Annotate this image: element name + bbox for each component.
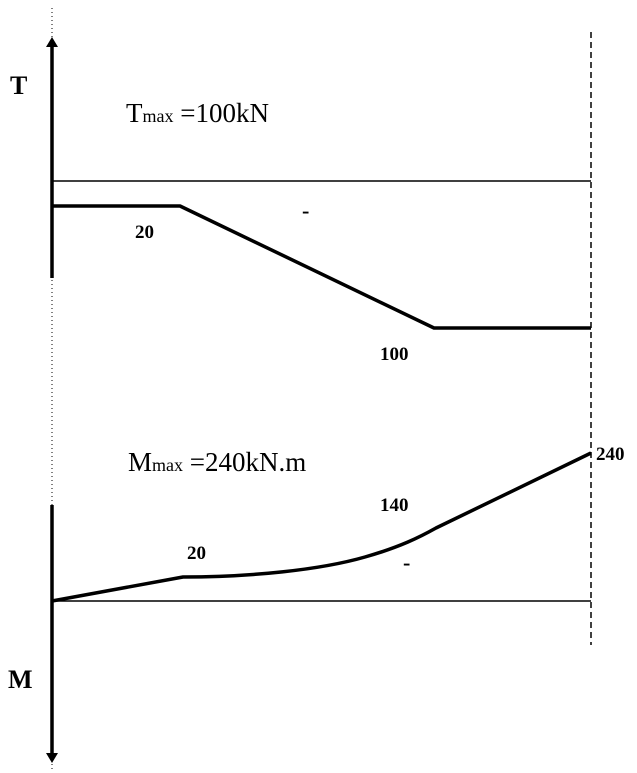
shear-axis-label: T <box>10 71 27 100</box>
moment-label-first: 20 <box>187 543 206 564</box>
moment-max-label: Mmax =240kN.m <box>128 447 306 477</box>
shear-max-subscript: max <box>143 106 174 126</box>
moment-max-subscript: max <box>152 455 183 475</box>
shear-max-symbol: T <box>126 98 143 128</box>
moment-sign: - <box>403 550 410 575</box>
moment-max-symbol: M <box>128 447 152 477</box>
moment-curve <box>51 451 592 603</box>
shear-label-start: 20 <box>135 222 154 243</box>
moment-max-value: =240kN.m <box>183 447 306 477</box>
shear-max-value: =100kN <box>174 98 269 128</box>
shear-sign: - <box>302 198 309 223</box>
shear-curve <box>52 204 591 330</box>
moment-axis-label: M <box>8 665 33 694</box>
moment-label-end: 240 <box>596 444 625 465</box>
shear-label-end: 100 <box>380 344 409 365</box>
shear-max-label: Tmax =100kN <box>126 98 269 128</box>
moment-label-second: 140 <box>380 495 409 516</box>
